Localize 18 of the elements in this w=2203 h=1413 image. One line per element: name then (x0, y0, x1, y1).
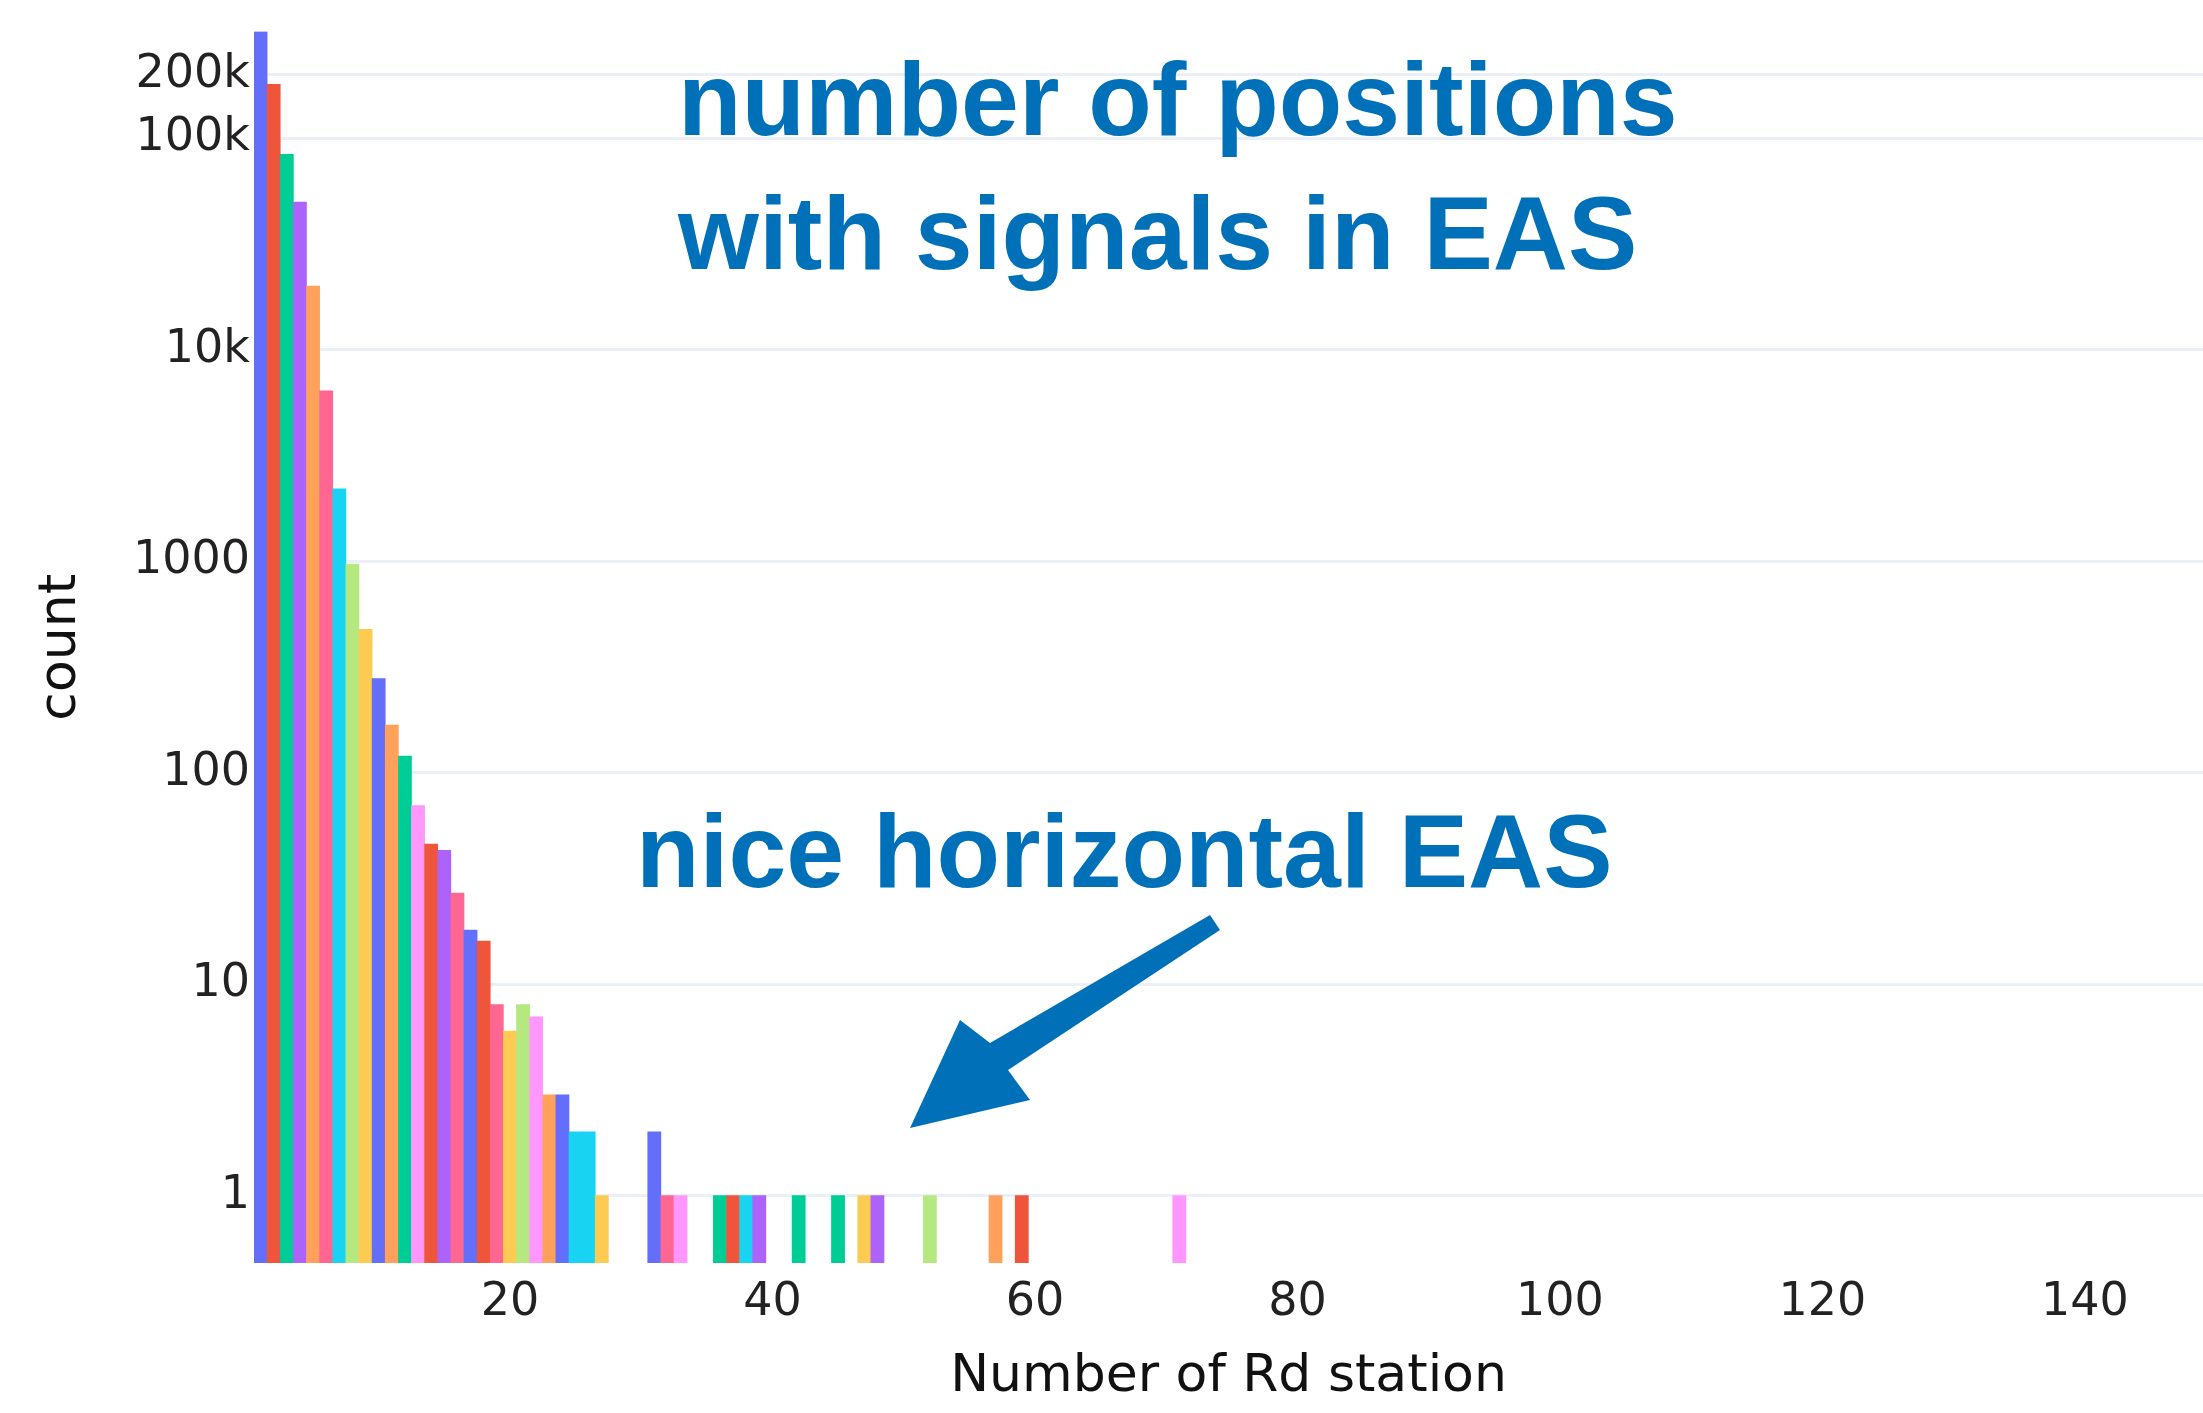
y-tick-label: 100 (162, 741, 250, 796)
x-tick-label: 80 (1268, 1271, 1327, 1326)
x-tick-label: 140 (2040, 1271, 2129, 1326)
x-tick-label: 20 (480, 1271, 540, 1326)
x-tick-label: 120 (1778, 1271, 1867, 1326)
y-tick-label: 10k (164, 318, 251, 373)
annotation: number of positions with signals in EAS (678, 40, 1678, 293)
annotation: nice horizontal EAS (636, 792, 1613, 911)
y-tick-label: 100k (135, 107, 251, 162)
y-tick-label: 1 (220, 1164, 250, 1219)
x-axis-title: Number of Rd station (950, 1343, 1507, 1404)
y-tick-label: 200k (135, 43, 251, 98)
y-tick-label: 1000 (132, 530, 250, 585)
x-tick-label: 60 (1005, 1271, 1065, 1326)
x-tick-label: 40 (743, 1271, 802, 1326)
x-tick-label: 100 (1515, 1271, 1604, 1326)
y-tick-label: 10 (191, 953, 250, 1008)
y-axis-title: count (26, 573, 87, 721)
